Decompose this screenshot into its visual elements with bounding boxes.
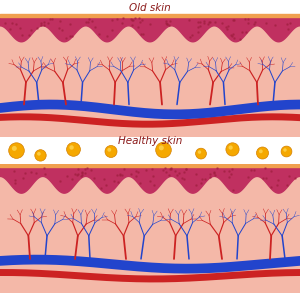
Circle shape [37, 152, 41, 156]
Circle shape [281, 146, 292, 157]
Circle shape [107, 148, 111, 152]
Circle shape [259, 149, 263, 153]
Text: Old skin: Old skin [129, 3, 171, 13]
Circle shape [67, 142, 80, 156]
Circle shape [9, 143, 24, 158]
Circle shape [229, 146, 233, 150]
Circle shape [35, 150, 46, 161]
Circle shape [105, 146, 117, 158]
Circle shape [69, 145, 74, 150]
Text: Healthy skin: Healthy skin [118, 136, 182, 146]
Circle shape [12, 146, 17, 151]
Circle shape [156, 142, 171, 158]
Circle shape [198, 150, 201, 154]
Bar [0, 136, 300, 164]
Bar [0, 14, 300, 136]
Circle shape [283, 148, 287, 152]
Circle shape [196, 148, 206, 159]
Bar [0, 164, 300, 292]
Circle shape [226, 143, 239, 156]
Circle shape [159, 145, 164, 150]
Circle shape [256, 147, 268, 159]
